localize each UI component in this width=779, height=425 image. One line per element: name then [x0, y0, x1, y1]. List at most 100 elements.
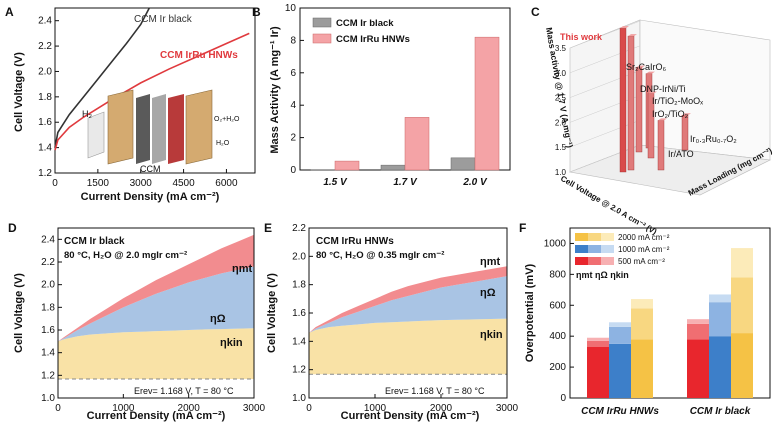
panel-label-c: C — [531, 5, 540, 19]
panel-f-category-label: CCM Ir black — [690, 406, 751, 417]
legend-f-500-red1 — [575, 257, 588, 265]
label-dnp-irni: DNP-IrNi/Ti — [640, 84, 686, 94]
panel-e-xtick-label: 0 — [306, 403, 312, 414]
panel-d-area-mt — [58, 234, 254, 342]
panel-d-frame — [57, 227, 255, 399]
panel-d-ytick-label: 2.2 — [41, 257, 55, 268]
panel-f-bar-1-1-kin — [709, 336, 731, 398]
legend-f-2000-yel1 — [575, 233, 588, 241]
panel-b-bar-irru-0 — [334, 160, 360, 171]
panel-b-ytick-label: 10 — [285, 3, 297, 14]
panel-b-ytick-label: 2 — [290, 133, 296, 144]
panel-f-bar-1-1-mt — [709, 294, 731, 303]
panel-e-area-ohm — [309, 276, 507, 333]
panel-b-bar-irru-2 — [474, 36, 500, 171]
label-iro2-tio2: IrO₂/TiO₂ — [652, 109, 689, 119]
panel-c-ztick-label: 2.5 — [555, 94, 567, 103]
panel-d-ytick-label: 1.2 — [41, 370, 55, 381]
panel-c-bar-top-5 — [682, 113, 691, 116]
inset-layer-catalyst — [168, 94, 184, 164]
panel-e-xlabel: Current Density (mA cm⁻²) — [341, 410, 480, 422]
panel-e-condition: 80 °C, H₂O @ 0.35 mgIr cm⁻² — [316, 250, 444, 261]
panel-d-ytick-label: 1.6 — [41, 325, 55, 336]
panel-a-xtick-label: 1500 — [87, 178, 110, 189]
panel-b-ylabel: Mass Activity (A mg⁻¹ Ir) — [269, 26, 281, 154]
panel-e-ytick-label: 1.4 — [292, 336, 306, 347]
panel-a-ytick-label: 1.4 — [38, 143, 52, 154]
panel-d-eta-ohm: ηΩ — [210, 313, 226, 325]
panel-e-xtick-label: 2000 — [430, 403, 453, 414]
panel-e-erev: Erev= 1.168 V, T = 80 °C — [385, 386, 485, 396]
panel-a-xlabel: Current Density (mA cm⁻²) — [81, 191, 220, 203]
label-ccm-ir-black: CCM Ir black — [134, 14, 193, 25]
panel-e-ytick-label: 1.8 — [292, 280, 306, 291]
panel-f-bar-1-1-ohm — [709, 302, 731, 337]
panel-a-chart: 0 1500 3000 4500 6000 1.2 1.4 1.6 1.8 2.0 2.2 2.4 H… — [13, 7, 256, 203]
inset-ccm-caption: CCM — [140, 164, 161, 174]
panel-d-area-ohm — [58, 266, 254, 342]
panel-c-bar-top-6 — [658, 118, 667, 121]
panel-c-ztick-label: 3.5 — [555, 44, 567, 53]
panel-b-bar-ir-2 — [450, 157, 476, 171]
legend-text-irru-hnws: CCM IrRu HNWs — [336, 34, 410, 45]
panel-b-bar-ir-1 — [380, 164, 406, 171]
panel-e-ytick-label: 1.2 — [292, 365, 306, 376]
panel-e-xtick-label: 3000 — [496, 403, 519, 414]
panel-a-inset-schematic: H₂ O₂+H₂O H₂O CCM — [82, 89, 240, 174]
panel-f-ytick-label: 400 — [549, 331, 566, 342]
panel-b-category-label: 1.7 V — [393, 177, 418, 188]
inset-h2-label: H₂ — [82, 109, 92, 119]
panel-d-condition: 80 °C, H₂O @ 2.0 mgIr cm⁻² — [64, 250, 187, 261]
panel-f-ylabel: Overpotential (mV) — [524, 263, 536, 362]
panel-a-ytick-label: 1.6 — [38, 117, 52, 128]
legend-f-eta-label: ηmt ηΩ ηkin — [576, 270, 629, 280]
panel-e-area-mt — [309, 266, 507, 333]
panel-d-chart: 0 1000 2000 3000 1.0 1.2 1.4 1.6 1.8 2.0 2.2 2.4 CC… — [13, 227, 266, 422]
panel-c-bar-top-2 — [636, 65, 645, 68]
legend-f-2000-yel2 — [588, 233, 601, 241]
legend-text-ir-black: CCM Ir black — [336, 18, 394, 29]
inset-h2-arrow — [87, 111, 105, 159]
panel-f-bar-0-0-ohm — [587, 340, 609, 347]
panel-a-ylabel: Cell Voltage (V) — [13, 52, 25, 132]
panel-d-xtick-label: 0 — [55, 403, 61, 414]
panel-d-erev: Erev= 1.168 V, T = 80 °C — [134, 386, 234, 396]
inset-h2o-label: H₂O — [216, 140, 230, 147]
panel-b-ytick-label: 4 — [290, 100, 296, 111]
panel-e-ytick-label: 1.0 — [292, 393, 306, 404]
panel-a-xtick-label: 0 — [52, 178, 58, 189]
panel-label-d: D — [8, 221, 17, 235]
panel-b-ytick-label: 0 — [290, 165, 296, 176]
panel-c-bar-0 — [619, 27, 627, 173]
panel-label-a: A — [5, 5, 14, 19]
panel-a-ytick-label: 2.0 — [38, 66, 52, 77]
panel-d-ytick-label: 2.4 — [41, 234, 55, 245]
legend-f-2000-text: 2000 mA cm⁻² — [618, 233, 670, 242]
panel-d-ytick-label: 2.0 — [41, 280, 55, 291]
label-ir-tio2-moox: Ir/TiO₂-MoOₓ — [652, 96, 703, 106]
panel-e-eta-ohm: ηΩ — [480, 287, 496, 299]
panel-d-area-kin — [58, 328, 254, 379]
label-ccm-irru-hnws: CCM IrRu HNWs — [160, 50, 238, 61]
panel-a-ytick-label: 2.4 — [38, 16, 52, 27]
panel-f-ytick-label: 0 — [560, 393, 566, 404]
panel-a-series-irru-hnws — [54, 32, 250, 151]
panel-label-e: E — [264, 221, 272, 235]
inset-layer-dark-1 — [136, 94, 150, 164]
panel-e-ytick-label: 2.0 — [292, 251, 306, 262]
panel-f-bar-1-0-ohm — [687, 323, 709, 340]
panel-f-category-label: CCM IrRu HNWs — [581, 406, 659, 417]
panel-c-bar-top-4 — [648, 91, 657, 94]
panel-a-xtick-label: 4500 — [172, 178, 195, 189]
panel-f-bar-0-1-mt — [609, 322, 631, 327]
panel-f-legend: 2000 mA cm⁻² 1000 mA cm⁻² 500 mA cm⁻² ηm… — [575, 233, 670, 280]
panel-e-ytick-label: 2.2 — [292, 223, 306, 234]
panel-e-ylabel: Cell Voltage (V) — [266, 273, 278, 353]
panel-e-ytick-label: 1.6 — [292, 308, 306, 319]
panel-c-bar-5 — [681, 115, 689, 151]
label-sr2cairo6: Sr₂CaIrO₆ — [626, 62, 666, 72]
legend-swatch-irru-hnws — [312, 33, 332, 44]
panel-f-bar-0-2-kin — [631, 339, 653, 398]
panel-d-ytick-label: 1.8 — [41, 302, 55, 313]
